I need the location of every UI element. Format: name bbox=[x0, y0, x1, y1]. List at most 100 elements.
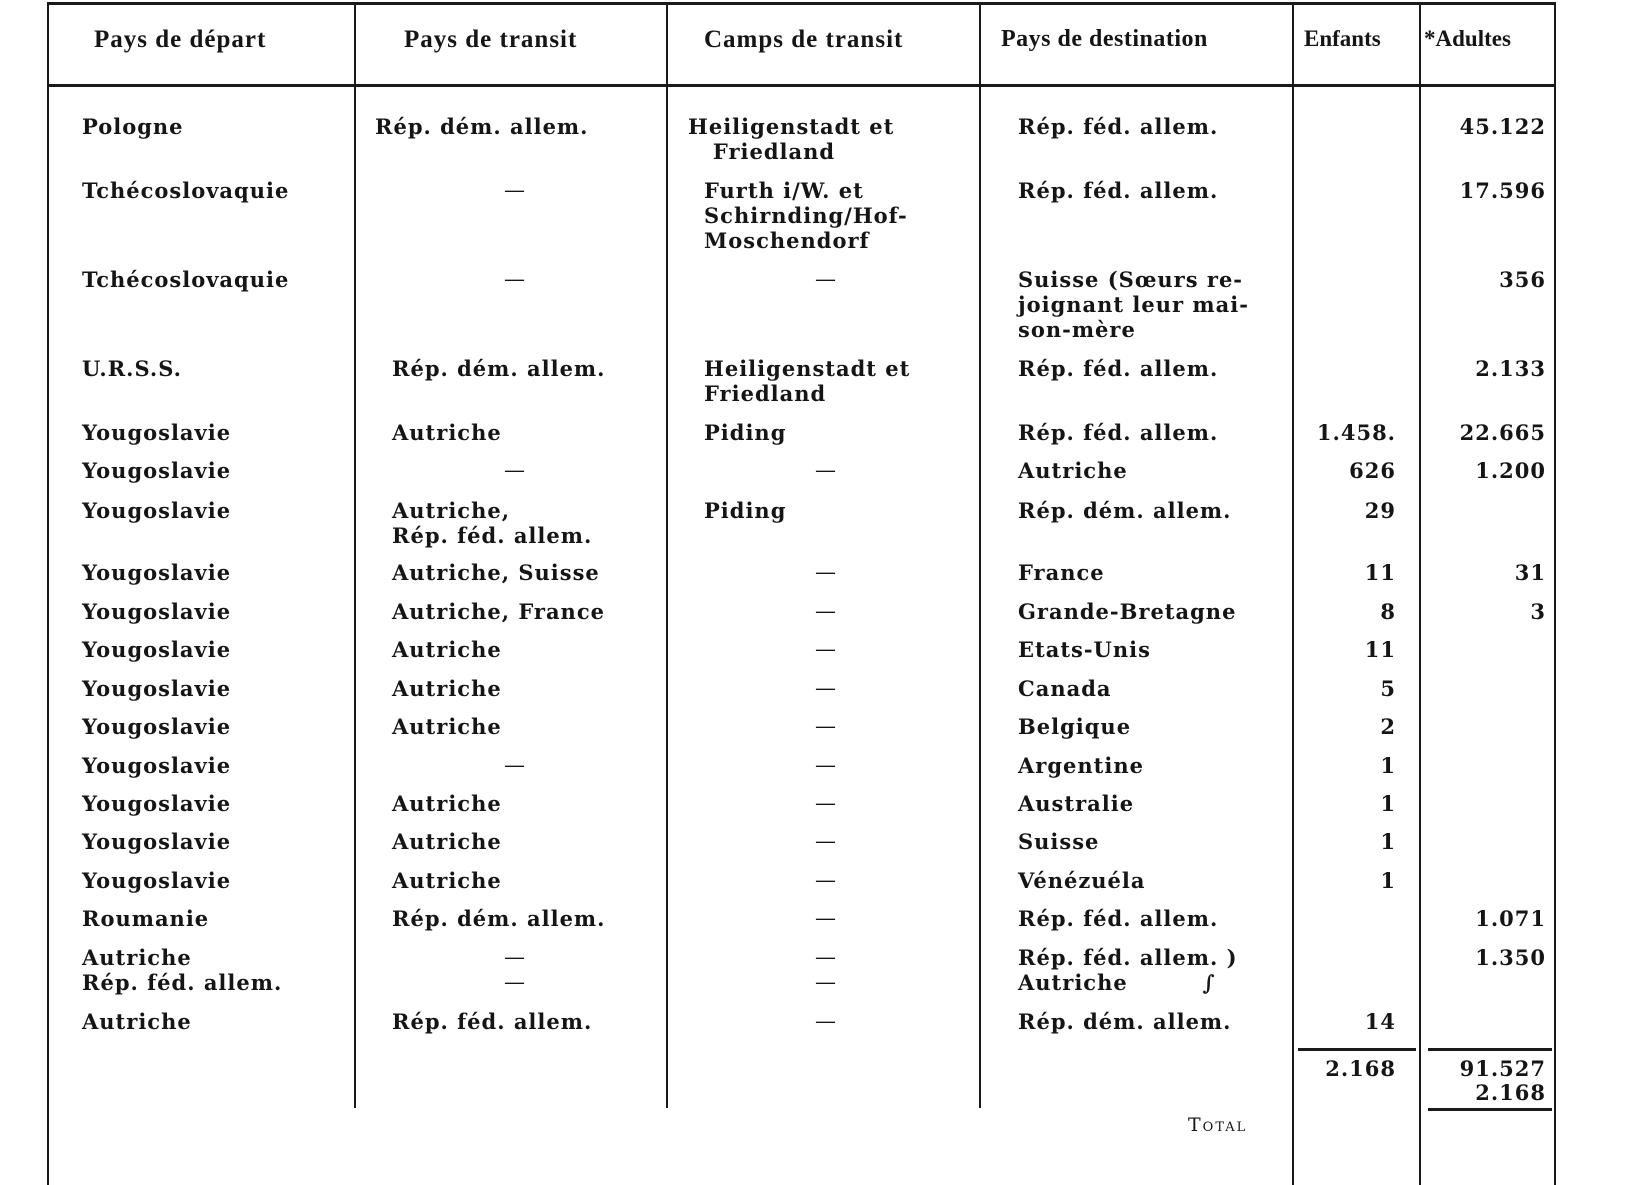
cell-camps-transit: — bbox=[815, 868, 837, 892]
total-label: Total bbox=[1188, 1114, 1248, 1136]
header-enfants: Enfants bbox=[1304, 26, 1381, 51]
cell-adultes: 22.665 bbox=[1459, 420, 1546, 445]
cell-camps-transit: Furth i/W. et Schirnding/Hof- Moschendor… bbox=[704, 178, 908, 253]
cell-pays-depart: Autriche bbox=[82, 1009, 192, 1034]
cell-camps-transit: — bbox=[815, 560, 837, 584]
cell-pays-destination: Rép. dém. allem. bbox=[1018, 1009, 1232, 1034]
cell-pays-destination: Rép. dém. allem. bbox=[1018, 498, 1232, 523]
cell-pays-transit: — bbox=[504, 267, 526, 291]
cell-pays-depart: Yougoslavie bbox=[82, 458, 232, 483]
header-pays-depart: Pays de départ bbox=[94, 26, 267, 53]
cell-pays-depart: Yougoslavie bbox=[82, 753, 232, 778]
cell-pays-destination: Argentine bbox=[1018, 753, 1144, 778]
cell-camps-transit: — bbox=[815, 791, 837, 815]
cell-pays-depart: Yougoslavie bbox=[82, 714, 232, 739]
cell-pays-depart: Pologne bbox=[82, 114, 184, 139]
left-border bbox=[47, 2, 49, 1185]
cell-pays-destination: Grande-Bretagne bbox=[1018, 599, 1237, 624]
total-rule-adultes bbox=[1428, 1108, 1552, 1111]
cell-pays-depart: Tchécoslovaquie bbox=[82, 267, 290, 292]
cell-camps-transit: — bbox=[815, 458, 837, 482]
right-border bbox=[1554, 2, 1556, 1185]
cell-pays-transit: Autriche bbox=[392, 676, 502, 701]
header-camps-transit: Camps de transit bbox=[704, 26, 904, 53]
cell-pays-transit: Autriche bbox=[392, 420, 502, 445]
cell-adultes: 1.200 bbox=[1475, 458, 1546, 483]
cell-pays-transit: Autriche bbox=[392, 829, 502, 854]
subtotal-adultes: 91.527 bbox=[1459, 1056, 1546, 1081]
header-pays-destination: Pays de destination bbox=[1001, 26, 1208, 52]
cell-adultes: 1.071 bbox=[1475, 906, 1546, 931]
cell-enfants: 1 bbox=[1380, 791, 1396, 816]
cell-pays-destination: Rép. féd. allem. ) Autriche ∫ bbox=[1018, 945, 1238, 995]
col-divider bbox=[1292, 2, 1294, 1185]
cell-pays-depart: Yougoslavie bbox=[82, 560, 232, 585]
col-divider bbox=[666, 2, 668, 1108]
cell-pays-transit: — — bbox=[504, 945, 526, 994]
cell-pays-destination: Rép. féd. allem. bbox=[1018, 178, 1219, 203]
subtotal-adultes-added: 2.168 bbox=[1475, 1080, 1546, 1105]
cell-pays-transit: — bbox=[504, 458, 526, 482]
cell-pays-transit: Autriche, Rép. féd. allem. bbox=[392, 498, 593, 548]
col-divider bbox=[1419, 2, 1421, 1185]
header-adultes: *Adultes bbox=[1424, 26, 1511, 51]
cell-pays-depart: Yougoslavie bbox=[82, 868, 232, 893]
cell-camps-transit: Piding bbox=[704, 420, 787, 445]
cell-enfants: 1 bbox=[1380, 753, 1396, 778]
cell-pays-destination: Rép. féd. allem. bbox=[1018, 906, 1219, 931]
cell-camps-transit: — bbox=[815, 637, 837, 661]
cell-pays-depart: Yougoslavie bbox=[82, 498, 232, 523]
cell-pays-transit: Rép. féd. allem. bbox=[392, 1009, 593, 1034]
cell-camps-transit: — bbox=[815, 714, 837, 738]
cell-enfants: 29 bbox=[1364, 498, 1396, 523]
col-divider bbox=[354, 2, 356, 1108]
cell-enfants: 1.458. bbox=[1316, 420, 1396, 445]
cell-enfants: 11 bbox=[1364, 560, 1396, 585]
cell-pays-transit: Rép. dém. allem. bbox=[392, 356, 606, 381]
cell-pays-destination: Rép. féd. allem. bbox=[1018, 114, 1219, 139]
cell-pays-destination: Vénézuéla bbox=[1018, 868, 1146, 893]
cell-pays-transit: — bbox=[504, 178, 526, 202]
cell-pays-destination: Suisse (Sœurs re- joignant leur mai- son… bbox=[1018, 267, 1249, 342]
cell-adultes: 17.596 bbox=[1459, 178, 1546, 203]
cell-camps-transit: — bbox=[815, 267, 837, 291]
cell-enfants: 626 bbox=[1349, 458, 1396, 483]
cell-pays-transit: Autriche, Suisse bbox=[392, 560, 600, 585]
cell-pays-destination: Rép. féd. allem. bbox=[1018, 356, 1219, 381]
cell-pays-transit: Autriche bbox=[392, 791, 502, 816]
col-divider bbox=[979, 2, 981, 1108]
cell-camps-transit: Piding bbox=[704, 498, 787, 523]
header-rule bbox=[48, 84, 1556, 87]
header-pays-transit: Pays de transit bbox=[404, 26, 578, 53]
cell-pays-depart: U.R.S.S. bbox=[82, 356, 182, 381]
cell-enfants: 8 bbox=[1380, 599, 1396, 624]
cell-enfants: 11 bbox=[1364, 637, 1396, 662]
cell-pays-transit: Autriche bbox=[392, 714, 502, 739]
cell-pays-depart: Yougoslavie bbox=[82, 599, 232, 624]
cell-pays-depart: Tchécoslovaquie bbox=[82, 178, 290, 203]
cell-camps-transit: — bbox=[815, 753, 837, 777]
cell-camps-transit: — bbox=[815, 1009, 837, 1033]
cell-pays-destination: Autriche bbox=[1018, 458, 1128, 483]
cell-adultes: 356 bbox=[1499, 267, 1546, 292]
cell-pays-destination: France bbox=[1018, 560, 1105, 585]
cell-pays-destination: Belgique bbox=[1018, 714, 1132, 739]
cell-pays-destination: Canada bbox=[1018, 676, 1112, 701]
cell-enfants: 2 bbox=[1380, 714, 1396, 739]
cell-enfants: 1 bbox=[1380, 868, 1396, 893]
sum-rule-adultes bbox=[1428, 1048, 1552, 1051]
cell-pays-depart: Yougoslavie bbox=[82, 829, 232, 854]
cell-adultes: 2.133 bbox=[1475, 356, 1546, 381]
cell-adultes: 1.350 bbox=[1475, 945, 1546, 970]
cell-camps-transit: Heiligenstadt et Friedland bbox=[688, 114, 895, 164]
cell-camps-transit: — bbox=[815, 829, 837, 853]
cell-camps-transit: Heiligenstadt et Friedland bbox=[704, 356, 911, 406]
cell-pays-transit: Autriche bbox=[392, 637, 502, 662]
cell-enfants: 1 bbox=[1380, 829, 1396, 854]
cell-enfants: 5 bbox=[1380, 676, 1396, 701]
cell-camps-transit: — — bbox=[815, 945, 837, 994]
cell-pays-transit: — bbox=[504, 753, 526, 777]
cell-pays-transit: Rép. dém. allem. bbox=[375, 114, 589, 139]
cell-pays-transit: Autriche, France bbox=[392, 599, 605, 624]
